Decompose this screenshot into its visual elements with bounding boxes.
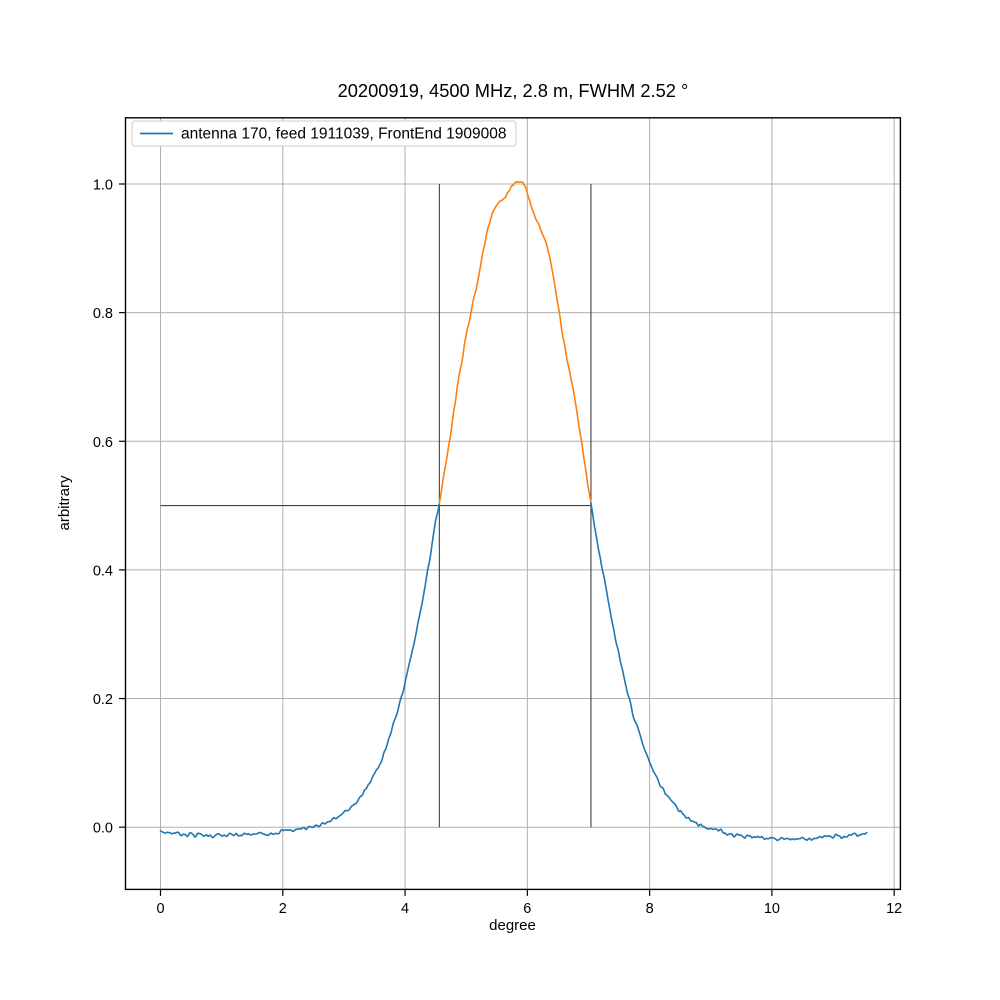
svg-text:8: 8 xyxy=(646,901,654,917)
svg-text:2: 2 xyxy=(279,901,287,917)
svg-text:0.0: 0.0 xyxy=(93,821,113,837)
svg-text:12: 12 xyxy=(886,901,902,917)
svg-text:6: 6 xyxy=(523,901,531,917)
svg-text:4: 4 xyxy=(401,901,409,917)
svg-text:arbitrary: arbitrary xyxy=(56,475,73,531)
svg-text:degree: degree xyxy=(489,917,536,934)
svg-text:0: 0 xyxy=(156,901,164,917)
svg-text:0.4: 0.4 xyxy=(93,563,113,579)
svg-text:20200919, 4500 MHz, 2.8 m, FWH: 20200919, 4500 MHz, 2.8 m, FWHM 2.52 ° xyxy=(338,80,689,101)
svg-text:10: 10 xyxy=(764,901,780,917)
svg-text:0.6: 0.6 xyxy=(93,435,113,451)
svg-text:antenna 170, feed 1911039, Fro: antenna 170, feed 1911039, FrontEnd 1909… xyxy=(181,126,507,143)
svg-text:0.2: 0.2 xyxy=(93,692,113,708)
svg-text:1.0: 1.0 xyxy=(93,178,113,194)
svg-text:0.8: 0.8 xyxy=(93,306,113,322)
